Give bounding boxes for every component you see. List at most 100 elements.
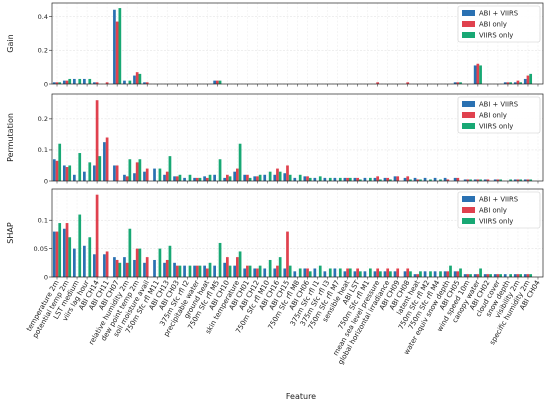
bar-viirs-only-lst-medium	[78, 78, 82, 84]
bar-viirs-only-ground-heat	[208, 174, 212, 181]
bar-viirs-only-750m-sfc-rfl-m1	[369, 268, 372, 277]
bar-viirs-only-abi-lst	[358, 179, 362, 181]
bar-abi-viirs-latent-heat	[413, 274, 417, 277]
bar-abi-viirs-precipitable-water	[193, 177, 196, 181]
bar-viirs-only-cloud-cover	[499, 179, 502, 181]
bar-abi-only-snow-depth	[506, 82, 510, 84]
bar-viirs-only-750m-sfc-rfl-m11	[158, 248, 162, 277]
panel-shap: 0 0.05 0.1 SHAP ABI + VIIRS ABI only VIIRS onl…	[6, 188, 544, 281]
bar-viirs-only-750m-sfc-rfl-m2	[429, 179, 432, 181]
bar-viirs-only-abi-lst	[358, 271, 362, 277]
bar-abi-viirs-ground-heat	[203, 176, 206, 181]
bar-viirs-only-lst-medium	[78, 214, 82, 277]
bar-viirs-only-global-horizontal-irradiance	[389, 179, 392, 181]
bar-abi-viirs-abi-ch14	[93, 165, 96, 181]
panel-gain: 0 0.2 0.4 Gain ABI + VIIRS ABI only VIIRS only	[6, 2, 544, 88]
bar-abi-only-abi-ch02	[486, 179, 490, 181]
bar-viirs-only-abi-ch12	[258, 265, 262, 277]
bar-viirs-only-potential-temp-2m	[68, 237, 72, 277]
bar-abi-only-cloud-cover	[496, 274, 500, 277]
bar-abi-viirs-abi-ch05	[453, 271, 457, 277]
bar-abi-viirs-lst-medium	[72, 174, 76, 181]
bar-abi-only-abi-ch15	[286, 165, 289, 181]
bar-abi-only-visibility-2m	[516, 80, 520, 85]
bar-abi-viirs-750m-sfc-rfl-m10	[263, 268, 267, 277]
bar-viirs-only-potential-temp-2m	[68, 165, 72, 181]
bar-viirs-only-abi-ch01	[248, 177, 252, 181]
bar-viirs-only-abi-ch16	[278, 257, 282, 277]
bar-viirs-only-abi-ch03	[178, 174, 182, 181]
bar-abi-viirs-visibility-2m	[513, 179, 517, 181]
bar-abi-only-abi-ch09	[396, 176, 400, 181]
bar-viirs-only-750m-sfc-rfl-m11	[158, 168, 162, 181]
bar-abi-viirs-global-horizontal-irradiance	[383, 177, 387, 181]
bar-abi-viirs-relative-humidity-2m	[123, 257, 126, 277]
bar-abi-only-latent-heat	[416, 179, 420, 181]
bar-abi-viirs-abi-ch06	[303, 268, 307, 277]
bar-abi-viirs-abi-ch16	[273, 174, 277, 181]
legend-swatch-viirs-only	[462, 32, 475, 38]
bar-abi-viirs-wind-speed-10m	[463, 179, 467, 181]
bar-abi-viirs-abi-lst	[353, 177, 357, 181]
bar-viirs-only-abi-ch12	[258, 174, 262, 181]
bar-viirs-only-skin-temperature	[238, 251, 242, 277]
bar-abi-viirs-abi-ch07	[113, 9, 116, 84]
bar-abi-only-abi-ch08	[406, 268, 410, 277]
bar-abi-viirs-canopy-water	[473, 274, 477, 277]
legend-frame	[457, 5, 541, 43]
bar-abi-only-mean-sea-level-pressure	[376, 176, 380, 181]
bar-viirs-only-visibility-2m	[519, 82, 523, 84]
bar-viirs-only-wind-speed-10m	[469, 179, 472, 181]
bar-abi-viirs-soil-moisture-avail	[143, 82, 146, 84]
bar-abi-viirs-latent-heat	[413, 177, 417, 181]
bar-viirs-only-precipitable-water	[198, 177, 202, 181]
bar-abi-only-abi-ch16	[276, 168, 279, 181]
bar-abi-viirs-mean-sea-level-pressure	[373, 271, 377, 277]
bar-abi-viirs-relative-humidity-2m	[123, 80, 126, 85]
bar-viirs-only-abi-ch15	[288, 265, 292, 277]
bar-abi-viirs-mean-sea-level-pressure	[373, 177, 377, 181]
bar-viirs-only-750m-sfc-rfl-m7	[338, 177, 342, 181]
bar-viirs-only-potential-temp-2m	[68, 78, 72, 84]
bar-abi-viirs-visibility-2m	[513, 274, 517, 277]
bar-viirs-only-latent-heat	[419, 271, 422, 277]
bar-abi-only-mean-sea-level-pressure	[376, 268, 380, 277]
bar-abi-viirs-abi-ch15	[283, 173, 287, 181]
bar-viirs-only-relative-humidity-2m	[128, 80, 132, 85]
legend-entry-viirs-only: VIIRS only	[479, 123, 513, 131]
bar-abi-viirs-canopy-water	[473, 179, 477, 181]
bar-abi-only-water-equiv-snow-depth	[446, 179, 450, 181]
bar-abi-viirs-375m-sfc-rfl-i1	[313, 268, 317, 277]
bar-abi-only-abi-ch03	[175, 265, 179, 277]
y-tick-label: 0	[44, 80, 48, 88]
bar-abi-only-abi-ch10	[226, 174, 229, 181]
bar-abi-only-visibility-2m	[516, 274, 520, 277]
bar-viirs-only-abi-ch10	[228, 265, 232, 277]
bar-abi-viirs-abi-ch14	[93, 254, 96, 277]
bar-abi-only-skin-temperature	[236, 257, 239, 277]
bar-abi-only-dew-point-temp-2m	[135, 162, 139, 181]
bar-abi-viirs-abi-ch11	[103, 254, 106, 277]
bar-abi-only-abi-ch11	[105, 251, 109, 277]
bar-abi-viirs-viirs-lag-hour	[83, 245, 86, 277]
y-tick-label: 0.1	[38, 217, 48, 225]
bar-viirs-only-abi-ch06	[308, 271, 312, 277]
bar-viirs-only-canopy-water	[479, 65, 482, 84]
bar-viirs-only-snow-depth	[509, 274, 512, 277]
bar-viirs-only-375m-sfc-rfl-i3	[328, 268, 332, 277]
bar-viirs-only-abi-ch05	[459, 268, 462, 277]
bar-viirs-only-abi-ch08	[409, 271, 412, 277]
bar-abi-viirs-abi-ch05	[453, 82, 457, 84]
bar-abi-viirs-specific-humidity-2m	[523, 78, 527, 84]
bar-viirs-only-750m-sfc-rfl-m4	[439, 271, 442, 277]
bar-viirs-only-abi-ch05	[459, 82, 462, 84]
bar-abi-only-global-horizontal-irradiance	[386, 177, 390, 181]
bar-abi-only-latent-heat	[416, 274, 420, 277]
bar-abi-viirs-abi-ch10	[223, 262, 227, 277]
bar-abi-viirs-abi-ch13	[163, 262, 166, 277]
bar-abi-only-mean-sea-level-pressure	[376, 82, 380, 84]
bar-abi-viirs-abi-ch09	[393, 176, 397, 181]
bar-abi-viirs-abi-ch16	[273, 268, 277, 277]
